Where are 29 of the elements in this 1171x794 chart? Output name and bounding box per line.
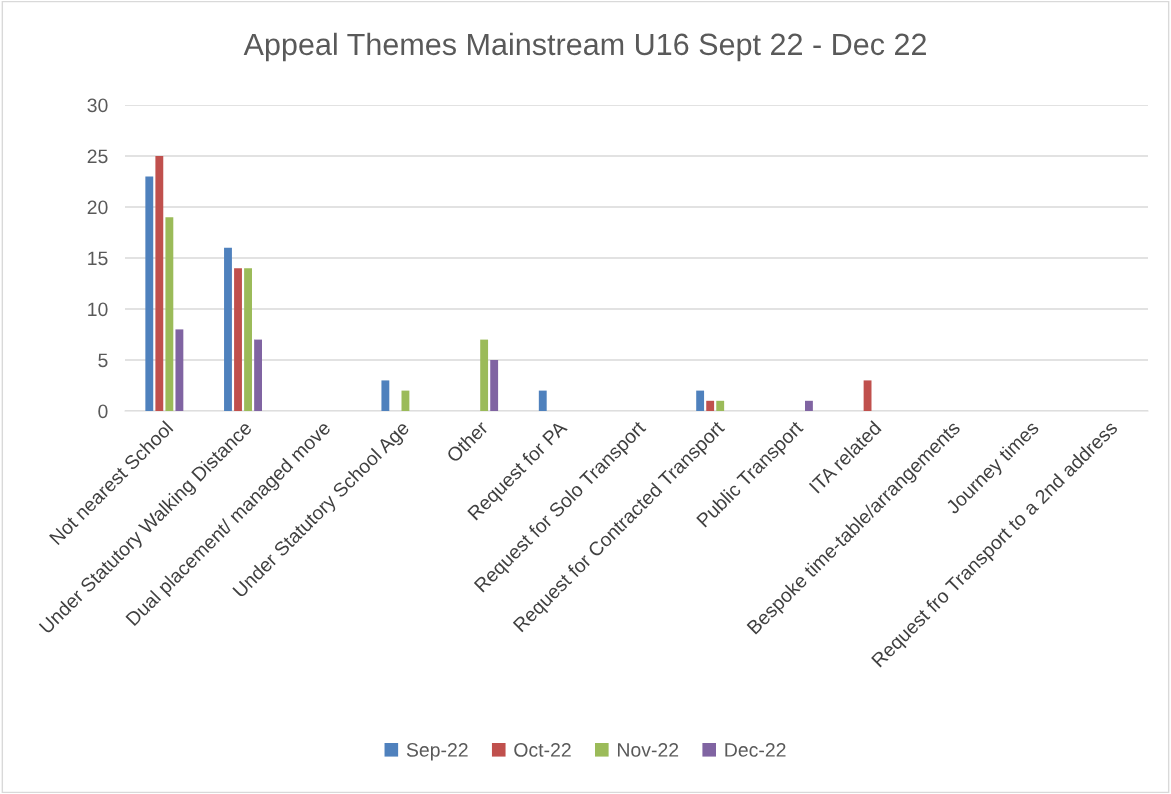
bar: [254, 339, 263, 411]
bar: [538, 390, 547, 411]
legend-label: Oct-22: [514, 743, 571, 757]
chart-title: Appeal Themes Mainstream U16 Sept 22 - Dec 22: [243, 32, 926, 62]
bar: [234, 268, 242, 411]
bar: [696, 390, 705, 411]
bar: [716, 400, 725, 411]
y-tick-label: 30: [87, 98, 108, 113]
y-tick-label: 15: [88, 251, 108, 266]
y-tick-label: 20: [87, 200, 108, 215]
bar: [490, 360, 499, 411]
y-tick-label: 25: [87, 149, 108, 164]
bar: [155, 156, 164, 411]
bar: [863, 380, 872, 411]
bar: [805, 400, 813, 411]
y-tick-label: 10: [88, 302, 108, 317]
y-tick-label: 5: [98, 353, 108, 368]
bar: [224, 247, 232, 411]
bar: [244, 268, 252, 411]
legend-label: Dec-22: [725, 743, 786, 757]
legend-label: Sep-22: [406, 743, 468, 761]
bar: [145, 176, 154, 411]
bar: [480, 339, 489, 411]
legend-label: Nov-22: [618, 743, 679, 757]
bar: [381, 380, 390, 411]
y-tick-label: 0: [98, 404, 108, 419]
bar: [706, 400, 715, 411]
bar: [175, 329, 184, 411]
bar: [165, 217, 174, 411]
